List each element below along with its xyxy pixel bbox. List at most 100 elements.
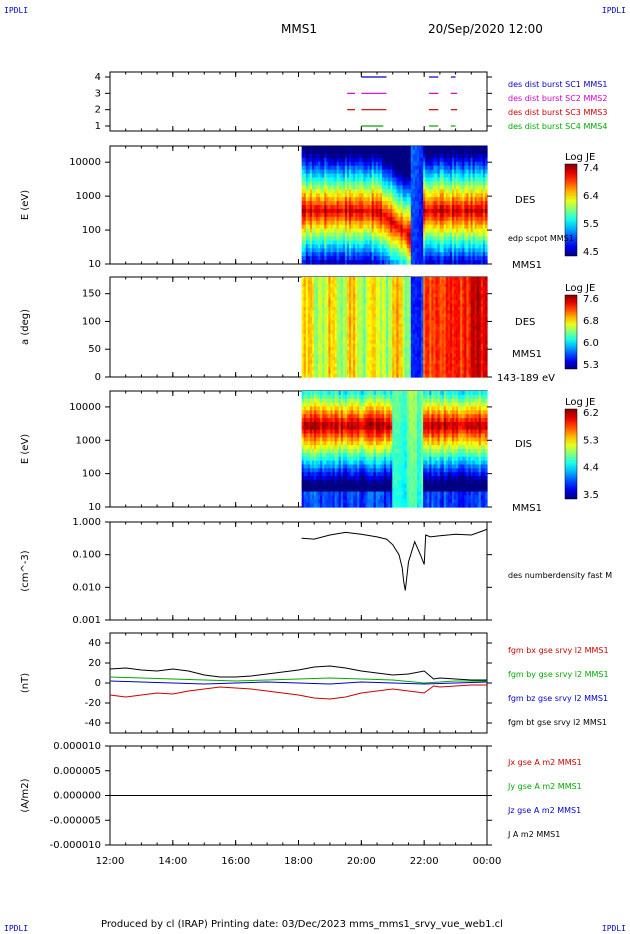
heatmap-cell	[468, 216, 472, 222]
heatmap-cell	[359, 232, 362, 238]
heatmap-cell	[340, 350, 344, 355]
heatmap-cell	[328, 224, 332, 230]
heatmap-cell	[351, 280, 354, 285]
heatmap-cell	[445, 169, 449, 175]
heatmap-cell	[408, 228, 412, 234]
heatmap-cell	[454, 161, 457, 167]
heatmap-cell	[408, 201, 412, 206]
heatmap-cell	[390, 201, 393, 206]
heatmap-cell	[328, 240, 332, 245]
heatmap-cell	[381, 300, 385, 305]
heatmap-cell	[365, 157, 369, 163]
heatmap-cell	[309, 161, 313, 167]
heatmap-cell	[363, 340, 367, 345]
heatmap-cell	[402, 353, 406, 358]
heatmap-cell	[351, 252, 354, 257]
heatmap-cell	[394, 290, 397, 295]
heatmap-cell	[425, 260, 428, 265]
heatmap-cell	[460, 146, 463, 151]
heatmap-cell	[318, 293, 321, 298]
heatmap-cell	[410, 303, 414, 308]
heatmap-cell	[419, 277, 422, 281]
heatmap-cell	[384, 350, 387, 355]
heatmap-cell	[404, 363, 408, 368]
heatmap-cell	[359, 283, 362, 288]
heatmap-cell	[472, 161, 476, 167]
heatmap-cell	[344, 320, 348, 325]
heatmap-cell	[361, 287, 365, 291]
heatmap-cell	[334, 290, 338, 295]
heatmap-cell	[307, 353, 311, 358]
heatmap-cell	[301, 353, 305, 358]
heatmap-cell	[336, 317, 340, 321]
heatmap-cell	[379, 283, 383, 288]
heatmap-cell	[419, 347, 422, 351]
heatmap-cell	[449, 256, 453, 261]
heatmap-cell	[338, 323, 342, 328]
heatmap-cell	[449, 146, 453, 151]
heatmap-cell	[324, 280, 327, 285]
heatmap-cell	[311, 323, 315, 328]
heatmap-cell	[309, 370, 313, 375]
heatmap-cell	[318, 337, 321, 341]
heatmap-cell	[388, 236, 391, 241]
heatmap-cell	[318, 177, 321, 182]
heatmap-cell	[361, 260, 365, 265]
heatmap-cell	[392, 290, 395, 295]
heatmap-cell	[388, 165, 391, 171]
heatmap-cell	[355, 212, 358, 218]
heatmap-cell	[406, 220, 410, 226]
heatmap-cell	[460, 185, 463, 190]
heatmap-cell	[384, 232, 387, 238]
heatmap-cell	[423, 313, 426, 318]
heatmap-cell	[328, 370, 332, 375]
heatmap-cell	[427, 228, 430, 234]
heatmap-cell	[433, 252, 437, 257]
heatmap-cell	[351, 201, 354, 206]
heatmap-cell	[414, 333, 418, 338]
heatmap-cell	[357, 297, 360, 301]
heatmap-cell	[398, 248, 402, 253]
heatmap-cell	[353, 228, 356, 234]
heatmap-cell	[334, 360, 338, 365]
heatmap-cell	[334, 373, 338, 378]
heatmap-cell	[305, 313, 309, 318]
heatmap-cell	[408, 181, 412, 186]
heatmap-cell	[379, 370, 383, 375]
heatmap-cell	[445, 248, 449, 253]
heatmap-cell	[398, 353, 402, 358]
heatmap-cell	[396, 224, 400, 230]
heatmap-cell	[400, 181, 404, 186]
heatmap-cell	[416, 224, 420, 230]
heatmap-cell	[377, 189, 381, 194]
heatmap-cell	[344, 337, 348, 341]
heatmap-cell	[404, 360, 408, 365]
heatmap-cell	[421, 307, 424, 311]
heatmap-cell	[338, 360, 342, 365]
heatmap-cell	[346, 310, 350, 315]
heatmap-cell	[472, 232, 476, 238]
heatmap-cell	[320, 290, 323, 295]
heatmap-cell	[458, 205, 461, 210]
heatmap-cell	[410, 236, 414, 241]
heatmap-cell	[482, 161, 486, 167]
heatmap-cell	[365, 320, 369, 325]
heatmap-cell	[406, 367, 410, 371]
heatmap-cell	[468, 224, 472, 230]
heatmap-cell	[344, 173, 348, 179]
heatmap-cell	[326, 232, 330, 238]
heatmap-cell	[346, 363, 350, 368]
heatmap-cell	[303, 240, 307, 245]
heatmap-cell	[377, 367, 381, 371]
heatmap-cell	[482, 228, 486, 234]
heatmap-cell	[309, 307, 313, 311]
heatmap-cell	[421, 283, 424, 288]
heatmap-cell	[307, 307, 311, 311]
heatmap-cell	[367, 260, 371, 265]
heatmap-cell	[326, 177, 330, 182]
heatmap-cell	[357, 317, 360, 321]
heatmap-cell	[309, 363, 313, 368]
heatmap-cell	[437, 220, 441, 226]
heatmap-cell	[313, 228, 317, 234]
heatmap-cell	[414, 340, 418, 345]
